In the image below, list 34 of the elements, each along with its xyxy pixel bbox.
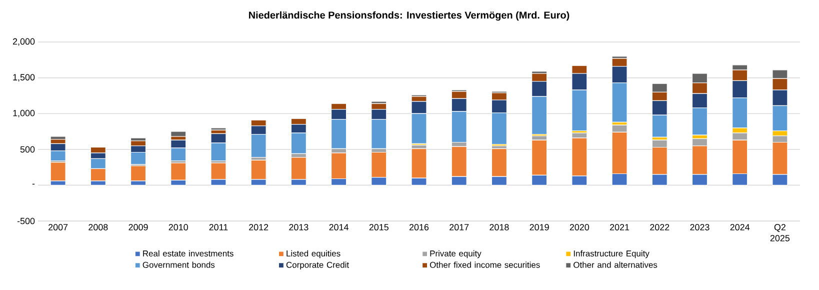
x-tick-label: 2018 (490, 224, 509, 230)
x-tick-label: 2013 (289, 224, 308, 230)
x-tick-label: 2009 (128, 224, 148, 230)
y-tick-label: 1,500 (13, 74, 35, 82)
y-tick-label: 1,000 (13, 110, 35, 118)
legend-label: Other fixed income securities (430, 262, 540, 268)
x-tick-label: 2011 (209, 224, 228, 230)
chart-title: Niederländische Pensionsfonds: Investiertes Vermögen (Mrd. Euro) (249, 11, 570, 21)
legend-label: Government bonds (142, 262, 215, 268)
legend-label: Other and alternatives (574, 262, 658, 268)
y-tick-label: 500 (20, 146, 35, 153)
x-tick-label: 2014 (329, 224, 348, 230)
y-tick-label: 2,000 (12, 38, 35, 46)
legend-label: Real estate investments (143, 250, 234, 256)
x-tick-label: 2017 (450, 224, 469, 230)
x-tick-label: 2015 (369, 224, 388, 230)
x-tick-label: Q2 2025 (770, 224, 790, 242)
x-tick-label: 2016 (409, 224, 429, 230)
y-tick-label: - (32, 184, 35, 185)
legend-label: Infrastructure Equity (574, 250, 650, 258)
x-tick-label: 2012 (249, 224, 268, 230)
legend-label: Corporate Credit (286, 262, 350, 270)
x-tick-label: 2007 (48, 224, 68, 230)
x-tick-label: 2020 (570, 224, 590, 230)
x-tick-label: 2008 (88, 224, 108, 230)
x-tick-label: 2021 (610, 224, 630, 230)
x-tick-label: 2023 (690, 224, 710, 230)
x-tick-label: 2022 (650, 224, 670, 230)
x-tick-label: 2019 (530, 224, 549, 230)
legend-label: Listed equities (286, 250, 340, 258)
x-tick-label: 2010 (168, 224, 188, 230)
y-tick-label: -500 (17, 218, 35, 224)
legend-label: Private equity (430, 250, 482, 258)
x-tick-label: 2024 (730, 224, 750, 230)
